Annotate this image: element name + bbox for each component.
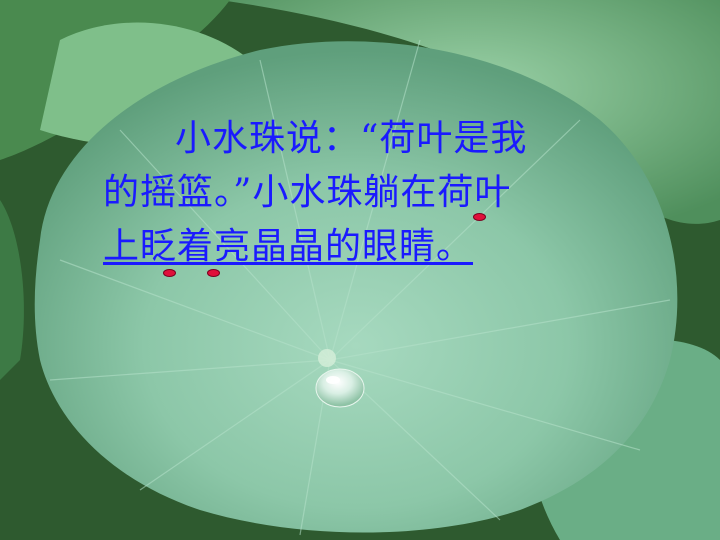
back-leaf-top-right [220, 0, 720, 224]
poem-text-box: 小水珠说：“荷叶是我 的摇篮。”小水珠躺在荷叶 上眨着亮晶晶的眼睛。 [103, 112, 623, 274]
water-drop [315, 368, 365, 408]
water-drop-highlight [326, 376, 340, 384]
poem-line-3: 上眨着亮晶晶的眼睛。 [103, 226, 474, 267]
red-mark [473, 213, 486, 221]
back-leaf-left-edge [0, 200, 24, 380]
red-mark [207, 269, 220, 277]
poem-line-2: 的摇篮。”小水珠躺在荷叶 [103, 172, 512, 213]
poem-line-1: 小水珠说：“荷叶是我 [175, 118, 528, 159]
red-mark [163, 269, 176, 277]
leaf-center [318, 349, 336, 367]
main-lotus-leaf [34, 41, 678, 533]
